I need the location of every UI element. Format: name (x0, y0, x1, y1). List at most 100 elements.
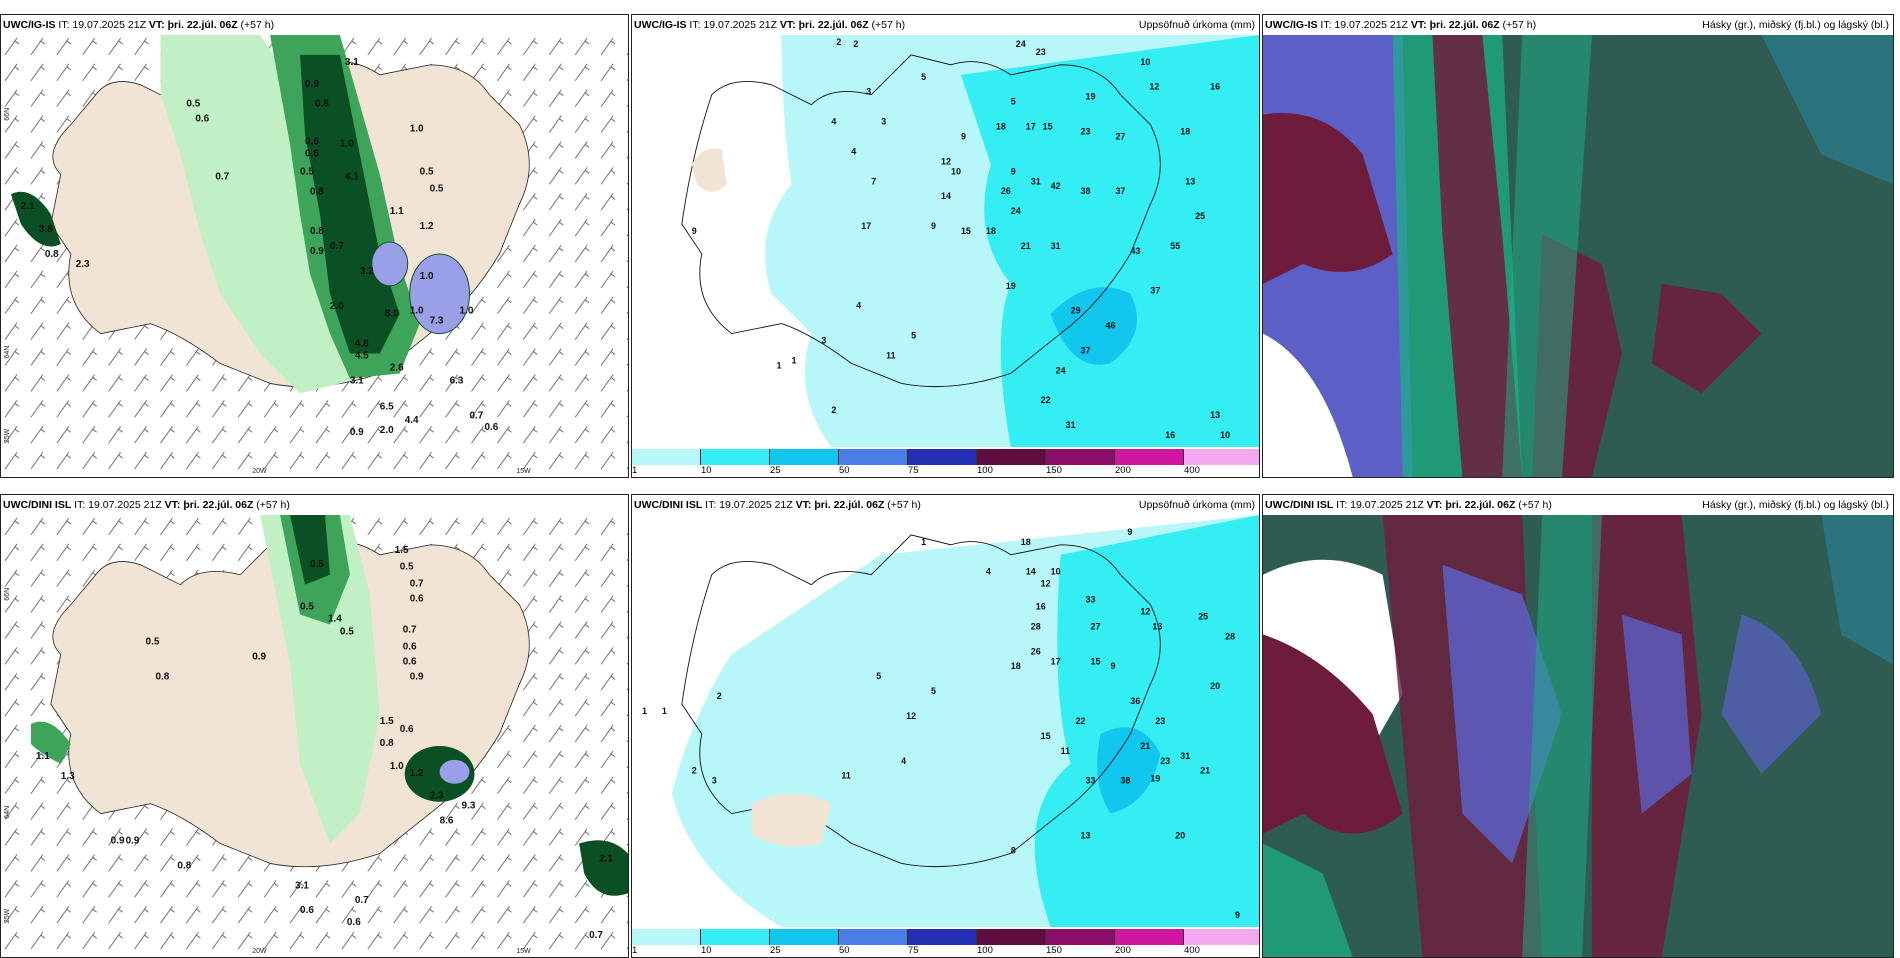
lead-time: (+57 h) (1518, 499, 1552, 511)
colorbar-tick: 10 (701, 465, 712, 476)
init-time: IT: 19.07.2025 21Z (1320, 19, 1408, 31)
svg-text:20: 20 (1175, 830, 1185, 840)
precip-title: Uppsöfnuð úrkoma (mm) (1138, 19, 1255, 31)
svg-text:66N: 66N (4, 108, 11, 121)
svg-text:2: 2 (853, 39, 858, 49)
svg-text:9: 9 (1235, 910, 1240, 920)
wind-label: 3.2 (360, 266, 374, 277)
svg-text:23: 23 (1036, 47, 1046, 57)
valid-label: VT: (164, 499, 181, 511)
svg-text:1: 1 (921, 537, 926, 547)
svg-text:0.5: 0.5 (300, 602, 314, 613)
wind-label: 3.1 (345, 57, 359, 68)
wind-label: 0.8 (310, 186, 324, 197)
panel-header: UWC/DINI ISL IT: 19.07.2025 21Z VT: þri.… (1, 495, 628, 515)
colorbar-tick: 50 (839, 465, 850, 476)
svg-text:28: 28 (1031, 621, 1041, 631)
svg-text:18: 18 (1180, 127, 1190, 137)
valid-time: þri. 22.júl. 06Z (1429, 19, 1500, 31)
svg-text:2: 2 (836, 37, 841, 47)
svg-text:0.7: 0.7 (589, 930, 603, 941)
svg-text:25: 25 (1198, 611, 1208, 621)
wind-precip-panel-dini: UWC/DINI ISL IT: 19.07.2025 21Z VT: þri.… (0, 494, 629, 958)
svg-text:13: 13 (1081, 830, 1091, 840)
svg-text:12: 12 (906, 711, 916, 721)
svg-text:29: 29 (1071, 306, 1081, 316)
svg-text:0.6: 0.6 (410, 594, 424, 605)
svg-text:9: 9 (692, 226, 697, 236)
wind-label: 1.2 (420, 221, 434, 232)
svg-text:1.5: 1.5 (395, 545, 409, 556)
wind-label: 0.8 (45, 249, 59, 260)
svg-text:25W: 25W (4, 428, 11, 443)
wind-label: 4.1 (345, 171, 359, 182)
svg-text:14: 14 (1026, 567, 1036, 577)
svg-text:2: 2 (831, 405, 836, 415)
wind-label: 0.6 (305, 148, 319, 159)
colorbar-tick: 1 (632, 465, 638, 476)
svg-text:23: 23 (1081, 127, 1091, 137)
model-name: UWC/IG-IS (634, 19, 687, 31)
svg-text:12: 12 (1041, 579, 1051, 589)
svg-text:31: 31 (1051, 241, 1061, 251)
svg-text:27: 27 (1115, 131, 1125, 141)
svg-text:33: 33 (1086, 595, 1096, 605)
svg-text:2.1: 2.1 (599, 853, 613, 864)
svg-text:0.5: 0.5 (146, 636, 160, 647)
svg-text:20: 20 (1210, 681, 1220, 691)
valid-time: þri. 22.júl. 06Z (814, 499, 885, 511)
svg-text:13: 13 (1185, 176, 1195, 186)
wind-label: 1.0 (420, 271, 434, 282)
svg-text:0.9: 0.9 (126, 836, 140, 847)
precip-title: Uppsöfnuð úrkoma (mm) (1138, 499, 1255, 511)
precip-panel-ig: UWC/IG-IS IT: 19.07.2025 21Z VT: þri. 22… (631, 14, 1260, 478)
svg-text:0.7: 0.7 (410, 579, 424, 590)
svg-text:31: 31 (1031, 176, 1041, 186)
svg-text:19: 19 (1086, 92, 1096, 102)
panel-header: UWC/DINI ISL IT: 19.07.2025 21Z VT: þri.… (632, 495, 1259, 515)
svg-text:0.8: 0.8 (380, 738, 394, 749)
svg-text:0.9: 0.9 (252, 651, 266, 662)
svg-text:10: 10 (1140, 57, 1150, 67)
svg-text:8: 8 (1011, 845, 1016, 855)
svg-text:0.9: 0.9 (111, 836, 125, 847)
wind-map: 3.1 0.9 0.5 0.6 0.8 0.6 1.0 0.7 0.6 0.5 … (1, 35, 628, 477)
svg-text:9: 9 (1110, 661, 1115, 671)
model-name: UWC/DINI ISL (3, 499, 72, 511)
svg-text:0.5: 0.5 (340, 626, 354, 637)
svg-text:0.6: 0.6 (403, 641, 417, 652)
wind-precip-panel-ig: UWC/IG-IS IT: 19.07.2025 21Z VT: þri. 22… (0, 14, 629, 478)
cloud-title: Hásky (gr.), miðský (fj.bl.) og lágský (… (1702, 19, 1889, 31)
lead-time: (+57 h) (887, 499, 921, 511)
wind-label: 2.1 (21, 201, 35, 212)
valid-time: þri. 22.júl. 06Z (167, 19, 238, 31)
init-time: IT: 19.07.2025 21Z (1336, 499, 1424, 511)
valid-label: VT: (1426, 499, 1443, 511)
svg-text:37: 37 (1115, 186, 1125, 196)
svg-text:0.6: 0.6 (403, 656, 417, 667)
svg-text:2.3: 2.3 (430, 791, 444, 802)
svg-text:15W: 15W (516, 948, 531, 955)
svg-text:8.6: 8.6 (440, 816, 454, 827)
svg-text:11: 11 (886, 350, 895, 360)
wind-label: 7.3 (430, 316, 444, 327)
svg-text:0.9: 0.9 (410, 671, 424, 682)
lead-time: (+57 h) (256, 499, 290, 511)
wind-label: 1.0 (460, 306, 474, 317)
colorbar-tick: 1 (632, 945, 638, 956)
wind-label: 0.9 (305, 79, 319, 90)
colorbar: 1 10 25 50 75 100 150 200 400 (632, 447, 1259, 477)
svg-text:15: 15 (1041, 731, 1051, 741)
svg-text:38: 38 (1081, 186, 1091, 196)
wind-label: 2.3 (76, 259, 90, 270)
svg-text:3: 3 (866, 87, 871, 97)
svg-text:1: 1 (662, 706, 667, 716)
wind-label: 4.4 (405, 415, 419, 426)
wind-label: 6.3 (450, 375, 464, 386)
svg-text:23: 23 (1155, 716, 1165, 726)
panel-header: UWC/DINI ISL IT: 19.07.2025 21Z VT: þri.… (1263, 495, 1893, 515)
svg-text:1: 1 (642, 706, 647, 716)
svg-text:4: 4 (831, 117, 836, 127)
colorbar-tick: 75 (908, 945, 919, 956)
wind-label: 2.0 (330, 301, 344, 312)
